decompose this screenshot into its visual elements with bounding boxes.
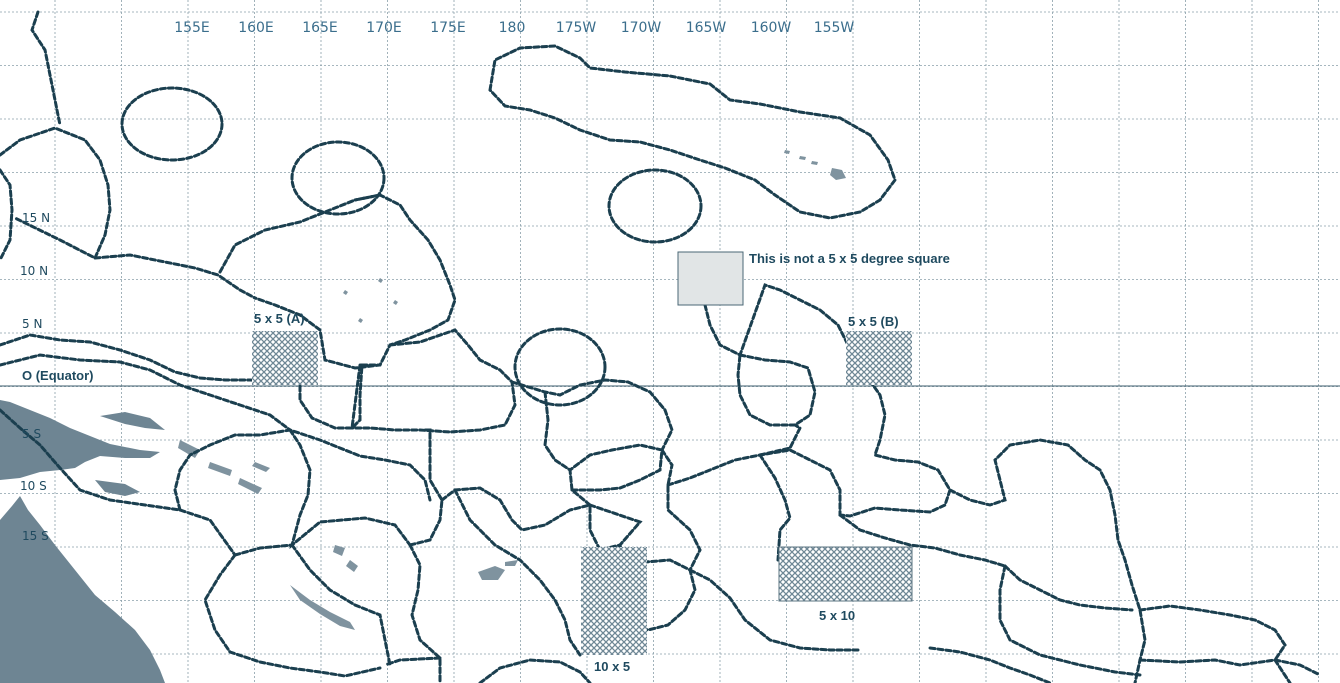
not-square-label: This is not a 5 x 5 degree square: [749, 251, 950, 266]
lat-label-5s: 5 S: [22, 427, 41, 441]
new-guinea-land: [0, 400, 160, 480]
hawaii-islands: [784, 150, 818, 165]
longitude-label: 170W: [621, 20, 662, 36]
longitude-label: 155W: [814, 20, 855, 36]
png-east-tip: [95, 480, 140, 496]
lat-label-10s: 10 S: [20, 479, 47, 493]
longitude-label: 165E: [302, 20, 338, 36]
longitude-label: 160W: [751, 20, 792, 36]
square-a-hatch: [252, 331, 318, 385]
rect-10x5-hatch: [581, 547, 647, 655]
longitude-label: 160E: [238, 20, 274, 36]
rect-10x5-label: 10 x 5: [594, 659, 630, 674]
vanuatu-islands: [333, 545, 358, 572]
hawaii-big-island: [830, 168, 846, 180]
lat-label-5n: 5 N: [22, 317, 42, 331]
new-britain-island: [100, 412, 165, 430]
fiji-islands: [478, 560, 518, 580]
longitude-label: 155E: [174, 20, 210, 36]
rect-5x10-label: 5 x 10: [819, 608, 855, 623]
square-b-label: 5 x 5 (B): [848, 314, 899, 329]
lat-label-15s: 15 S: [22, 529, 49, 543]
square-b-hatch: [846, 331, 912, 385]
longitude-labels: 155E 160E 165E 170E 175E 180 175W 170W 165W 160W 1…: [174, 20, 854, 36]
marshall-islands: [343, 278, 398, 323]
lat-label-equator: O (Equator): [22, 368, 94, 383]
solomon-islands: [178, 440, 270, 494]
eez-boundaries: [0, 10, 1322, 683]
square-a-label: 5 x 5 (A): [254, 311, 305, 326]
rect-5x10-hatch: [778, 546, 913, 602]
longitude-label: 165W: [686, 20, 727, 36]
longitude-label: 175W: [556, 20, 597, 36]
landmasses: [0, 150, 846, 683]
lat-label-10n: 10 N: [20, 264, 48, 278]
longitude-label: 175E: [430, 20, 466, 36]
longitude-label: 170E: [366, 20, 402, 36]
lat-label-15n: 15 N: [22, 211, 50, 225]
new-caledonia-island: [290, 585, 355, 630]
not-square-box: [677, 251, 744, 306]
longitude-label: 180: [499, 20, 526, 36]
australia-land: [0, 496, 165, 683]
